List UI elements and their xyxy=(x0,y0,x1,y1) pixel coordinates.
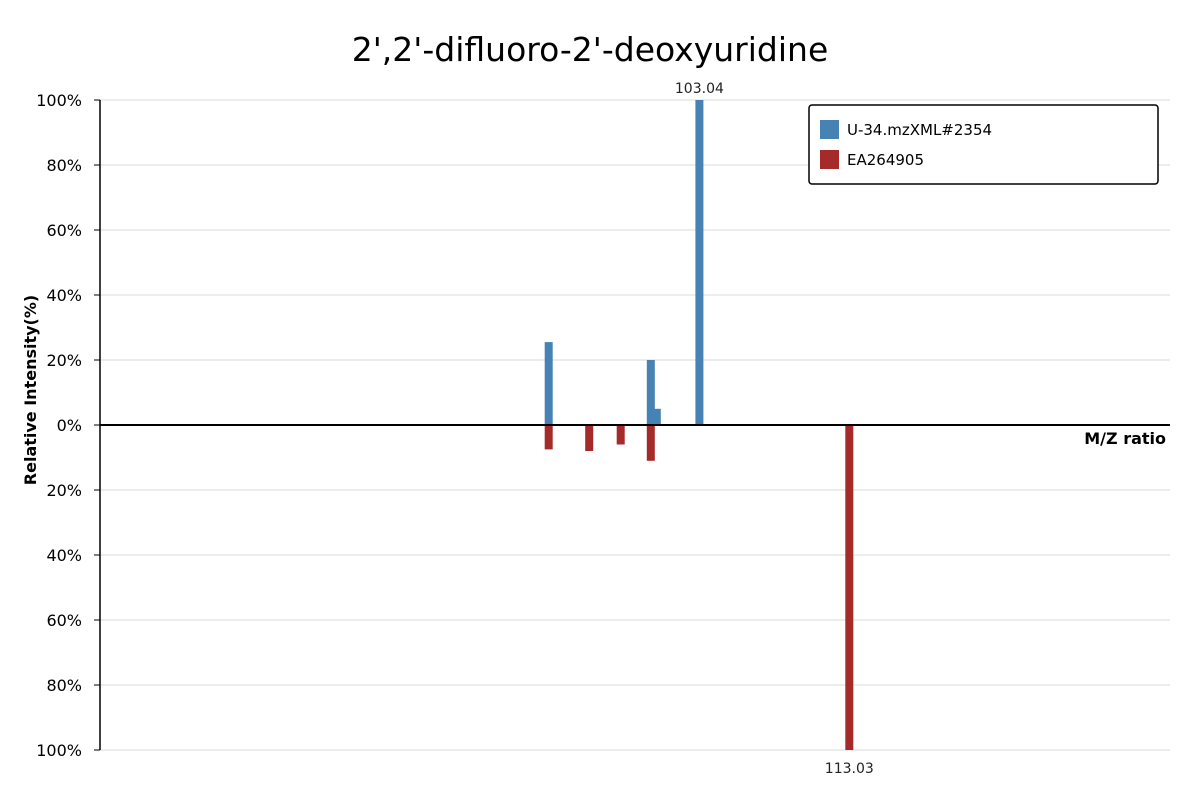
y-tick-label: 60% xyxy=(46,611,82,630)
y-tick-label: 80% xyxy=(46,156,82,175)
peak-label: 103.04 xyxy=(675,81,724,97)
y-tick-label: 80% xyxy=(46,676,82,695)
legend-label-ea264905: EA264905 xyxy=(847,151,924,169)
peak-bar-upper xyxy=(544,342,553,425)
peak-bar-lower xyxy=(845,425,854,750)
y-tick-label: 60% xyxy=(46,221,82,240)
peak-bar-lower xyxy=(616,425,625,445)
legend: U-34.mzXML#2354 EA264905 xyxy=(808,104,1159,185)
legend-label-u34: U-34.mzXML#2354 xyxy=(847,121,992,139)
peak-labels: 103.04 113.03 xyxy=(675,81,874,777)
y-tick-label: 0% xyxy=(57,416,82,435)
peak-bar-upper xyxy=(652,408,661,426)
y-ticks: 100% 80% 60% 40% 20% 0% 20% 40% 60% 80% 100% xyxy=(36,91,100,760)
legend-swatch-ea264905 xyxy=(820,150,839,169)
axes xyxy=(99,100,1170,750)
peak-bar-lower xyxy=(585,425,594,451)
peak-bar-upper xyxy=(646,360,655,425)
chart-title: 2',2'-difluoro-2'-deoxyuridine xyxy=(352,30,829,69)
y-tick-label: 20% xyxy=(46,481,82,500)
y-tick-label: 40% xyxy=(46,286,82,305)
y-tick-label: 20% xyxy=(46,351,82,370)
bars xyxy=(544,100,854,750)
y-axis-title: Relative Intensity(%) xyxy=(21,295,40,485)
y-tick-label: 100% xyxy=(36,741,82,760)
peak-bar-lower xyxy=(646,425,655,461)
peak-label: 113.03 xyxy=(825,761,874,777)
legend-box xyxy=(808,104,1159,185)
y-tick-label: 40% xyxy=(46,546,82,565)
gridlines xyxy=(100,99,1170,751)
x-axis-title: M/Z ratio xyxy=(1084,429,1166,448)
y-tick-label: 100% xyxy=(36,91,82,110)
peak-bar-upper xyxy=(695,100,704,425)
legend-swatch-u34 xyxy=(820,120,839,139)
peak-bar-lower xyxy=(544,425,553,450)
